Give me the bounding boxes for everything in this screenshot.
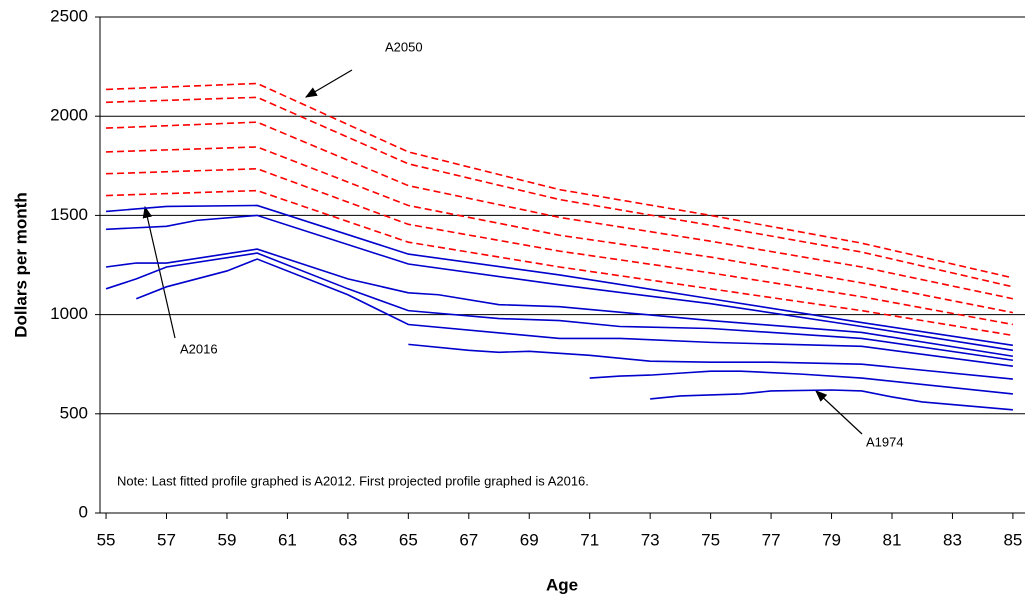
x-tick-label: 69: [520, 530, 539, 549]
x-tick-label: 61: [278, 530, 297, 549]
x-tick-label: 79: [822, 530, 841, 549]
series-line: [106, 82, 1014, 279]
series-line: [135, 258, 1014, 367]
y-tick-label: 1000: [50, 304, 88, 323]
x-tick-label: 77: [762, 530, 781, 549]
y-tick-label: 2000: [50, 106, 88, 125]
y-tick-label: 1500: [50, 205, 88, 224]
x-tick-label: 71: [580, 530, 599, 549]
arrow: [815, 390, 863, 435]
series-line: [105, 204, 1014, 347]
series-line: [106, 167, 1014, 326]
series-line: [106, 121, 1014, 300]
annotation: A1974: [866, 434, 904, 449]
x-tick-label: 85: [1003, 530, 1022, 549]
y-tick-label: 500: [60, 403, 88, 422]
series-line: [106, 214, 1014, 352]
note: Note: Last fitted profile graphed is A20…: [117, 473, 589, 488]
x-tick-label: 57: [157, 530, 176, 549]
annotation: A2016: [180, 341, 218, 356]
x-tick-label: 75: [701, 530, 720, 549]
x-tick-label: 59: [217, 530, 236, 549]
series-line: [106, 96, 1014, 288]
series-line: [105, 252, 1014, 362]
y-tick-label: 2500: [50, 6, 88, 25]
series-line: [106, 189, 1014, 337]
x-tick-label: 83: [943, 530, 962, 549]
series-line: [650, 389, 1013, 411]
x-tick-label: 81: [883, 530, 902, 549]
x-tick-label: 55: [97, 530, 116, 549]
x-tick-label: 67: [459, 530, 478, 549]
y-tick-label: 0: [79, 502, 88, 521]
arrow: [142, 205, 176, 339]
series-line: [105, 248, 1014, 358]
y-axis-label: Dollars per month: [11, 192, 30, 337]
x-tick-label: 65: [399, 530, 418, 549]
x-axis-label: Age: [546, 575, 578, 594]
series-line: [589, 370, 1013, 395]
series-line: [106, 146, 1014, 314]
series-line: [408, 343, 1013, 380]
annotation: A2050: [385, 39, 423, 54]
x-tick-label: 63: [338, 530, 357, 549]
arrow: [304, 69, 353, 98]
x-tick-label: 73: [641, 530, 660, 549]
